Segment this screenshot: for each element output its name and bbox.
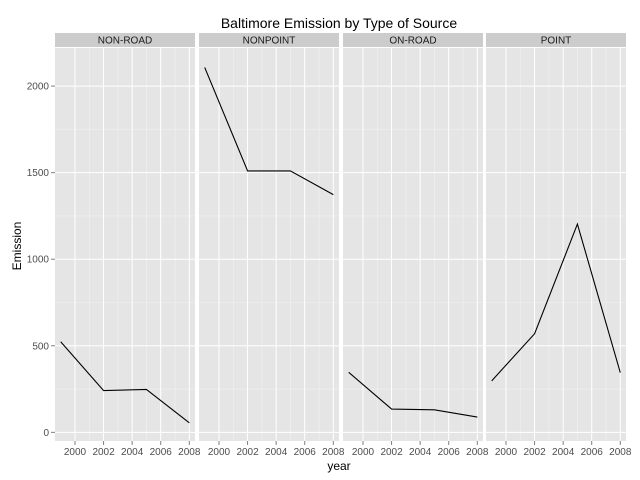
facet-panel-background	[486, 48, 626, 441]
x-tick-label: 2006	[150, 447, 173, 458]
x-tick-label: 2000	[208, 447, 231, 458]
x-tick-label: 2008	[466, 447, 489, 458]
series-line	[348, 371, 478, 418]
facet-strip	[486, 33, 626, 47]
x-axis-title: year	[327, 459, 350, 473]
y-tick-label: 500	[32, 341, 49, 352]
facet-panel-background	[199, 48, 339, 441]
facet-panel: NONPOINT 2000 2002 2004 2006 2008	[199, 33, 345, 458]
series-line	[60, 341, 190, 424]
facet-panel-background	[55, 48, 195, 441]
facet-panel-background	[343, 48, 483, 441]
chart-title: Baltimore Emission by Type of Source	[221, 15, 458, 31]
series-line	[491, 222, 621, 382]
x-tick-label: 2002	[236, 447, 259, 458]
facet-strip	[199, 33, 339, 47]
y-axis-title: Emission	[10, 222, 24, 271]
y-tick-label: 1000	[27, 255, 50, 266]
facet-strip-label: NONPOINT	[243, 36, 296, 47]
x-tick-label: 2000	[64, 447, 87, 458]
x-tick-label: 2008	[178, 447, 201, 458]
x-tick-label: 2002	[92, 447, 115, 458]
x-tick-label: 2008	[609, 447, 632, 458]
facet-strip-label: NON-ROAD	[98, 36, 152, 47]
y-axis: 0 500 1000 1500 2000	[27, 82, 55, 439]
x-tick-label: 2004	[409, 447, 432, 458]
x-tick-label: 2006	[581, 447, 604, 458]
x-tick-label: 2004	[265, 447, 288, 458]
series-line	[204, 67, 334, 196]
y-tick-label: 0	[43, 428, 49, 439]
x-tick-label: 2000	[495, 447, 518, 458]
x-tick-label: 2004	[552, 447, 575, 458]
facet-strip-label: POINT	[541, 36, 572, 47]
facet-panel: NON-ROAD 2000 2002 2004 2006 2008	[55, 33, 201, 458]
y-tick-label: 1500	[27, 168, 50, 179]
facet-panel: ON-ROAD 2000 2002 2004 2006 2008	[343, 33, 489, 458]
facet-panels: NON-ROAD 2000 2002 2004 2006 2008 NONPOINT 2000…	[55, 33, 632, 458]
facet-strip	[343, 33, 483, 47]
facet-strip	[55, 33, 195, 47]
x-tick-label: 2008	[322, 447, 345, 458]
y-tick-label: 2000	[27, 82, 50, 93]
facet-strip-label: ON-ROAD	[389, 36, 436, 47]
x-tick-label: 2006	[438, 447, 461, 458]
facet-panel: POINT 2000 2002 2004 2006 2008	[486, 33, 632, 458]
x-tick-label: 2004	[121, 447, 144, 458]
x-tick-label: 2002	[380, 447, 403, 458]
x-tick-label: 2006	[294, 447, 317, 458]
x-tick-label: 2002	[523, 447, 546, 458]
x-tick-label: 2000	[352, 447, 375, 458]
